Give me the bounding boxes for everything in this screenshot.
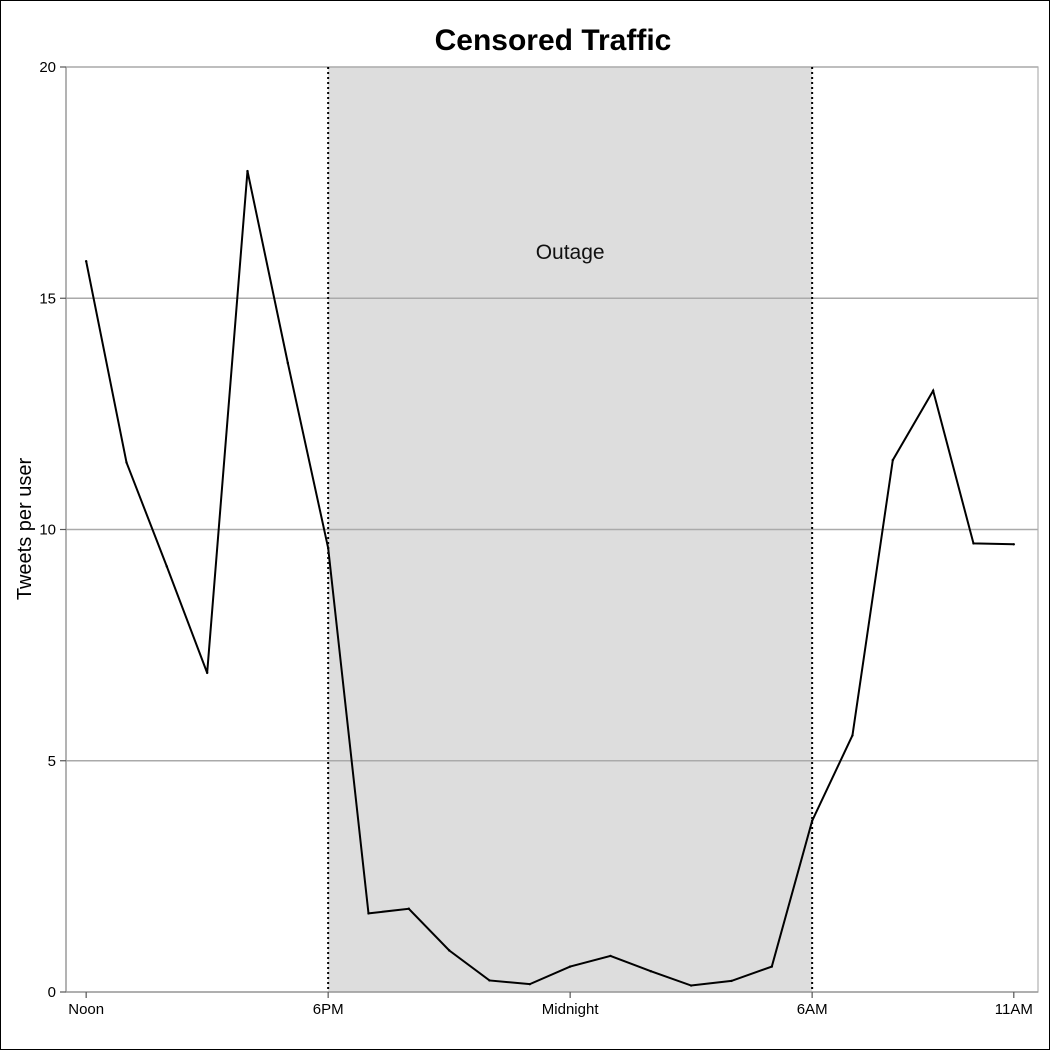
data-point-0-12 bbox=[568, 965, 572, 968]
outage-label: Outage bbox=[536, 241, 605, 264]
plot-area: Outage 0 5 10 15 20 Noon 6PM Midnight 6AM 11AM bbox=[39, 59, 1039, 1018]
series-line-0 bbox=[85, 170, 1014, 987]
data-point-0-16 bbox=[730, 979, 733, 983]
y-tick-label-20: 20 bbox=[39, 59, 56, 76]
data-point-0-10 bbox=[488, 979, 491, 982]
data-point-0-6 bbox=[326, 546, 330, 550]
data-point-0-7 bbox=[367, 912, 370, 915]
y-tick-label-0: 0 bbox=[48, 984, 56, 1001]
data-point-0-11 bbox=[528, 982, 532, 986]
data-point-0-9 bbox=[447, 949, 451, 952]
data-point-0-22 bbox=[972, 542, 975, 545]
data-point-0-20 bbox=[891, 458, 895, 462]
data-point-0-14 bbox=[649, 969, 653, 973]
data-point-0-1 bbox=[125, 461, 128, 464]
data-point-0-5 bbox=[286, 361, 290, 365]
y-axis-label: Tweets per user bbox=[14, 458, 36, 601]
data-point-0-13 bbox=[609, 954, 612, 958]
data-point-0-21 bbox=[931, 389, 935, 392]
data-point-0-18 bbox=[810, 819, 814, 823]
x-tick-label-0: Noon bbox=[68, 1001, 104, 1018]
y-tick-label-10: 10 bbox=[39, 522, 56, 539]
data-point-0-15 bbox=[689, 984, 693, 987]
data-point-0-0 bbox=[84, 260, 88, 263]
data-point-0-8 bbox=[407, 907, 411, 910]
data-point-0-17 bbox=[770, 965, 774, 968]
x-tick-label-6: 6PM bbox=[313, 1001, 344, 1018]
y-tick-label-5: 5 bbox=[48, 753, 56, 770]
x-tick-label-23: 11AM bbox=[995, 1001, 1033, 1018]
data-point-0-2 bbox=[165, 565, 169, 568]
y-tick-label-15: 15 bbox=[39, 290, 56, 307]
data-point-0-3 bbox=[205, 671, 209, 675]
chart-title: Censored Traffic bbox=[435, 24, 672, 57]
data-point-0-4 bbox=[246, 169, 249, 173]
x-tick-label-12: Midnight bbox=[542, 1001, 600, 1018]
data-point-0-23 bbox=[1012, 543, 1016, 546]
data-point-0-19 bbox=[851, 734, 854, 737]
x-tick-label-18: 6AM bbox=[797, 1001, 828, 1018]
